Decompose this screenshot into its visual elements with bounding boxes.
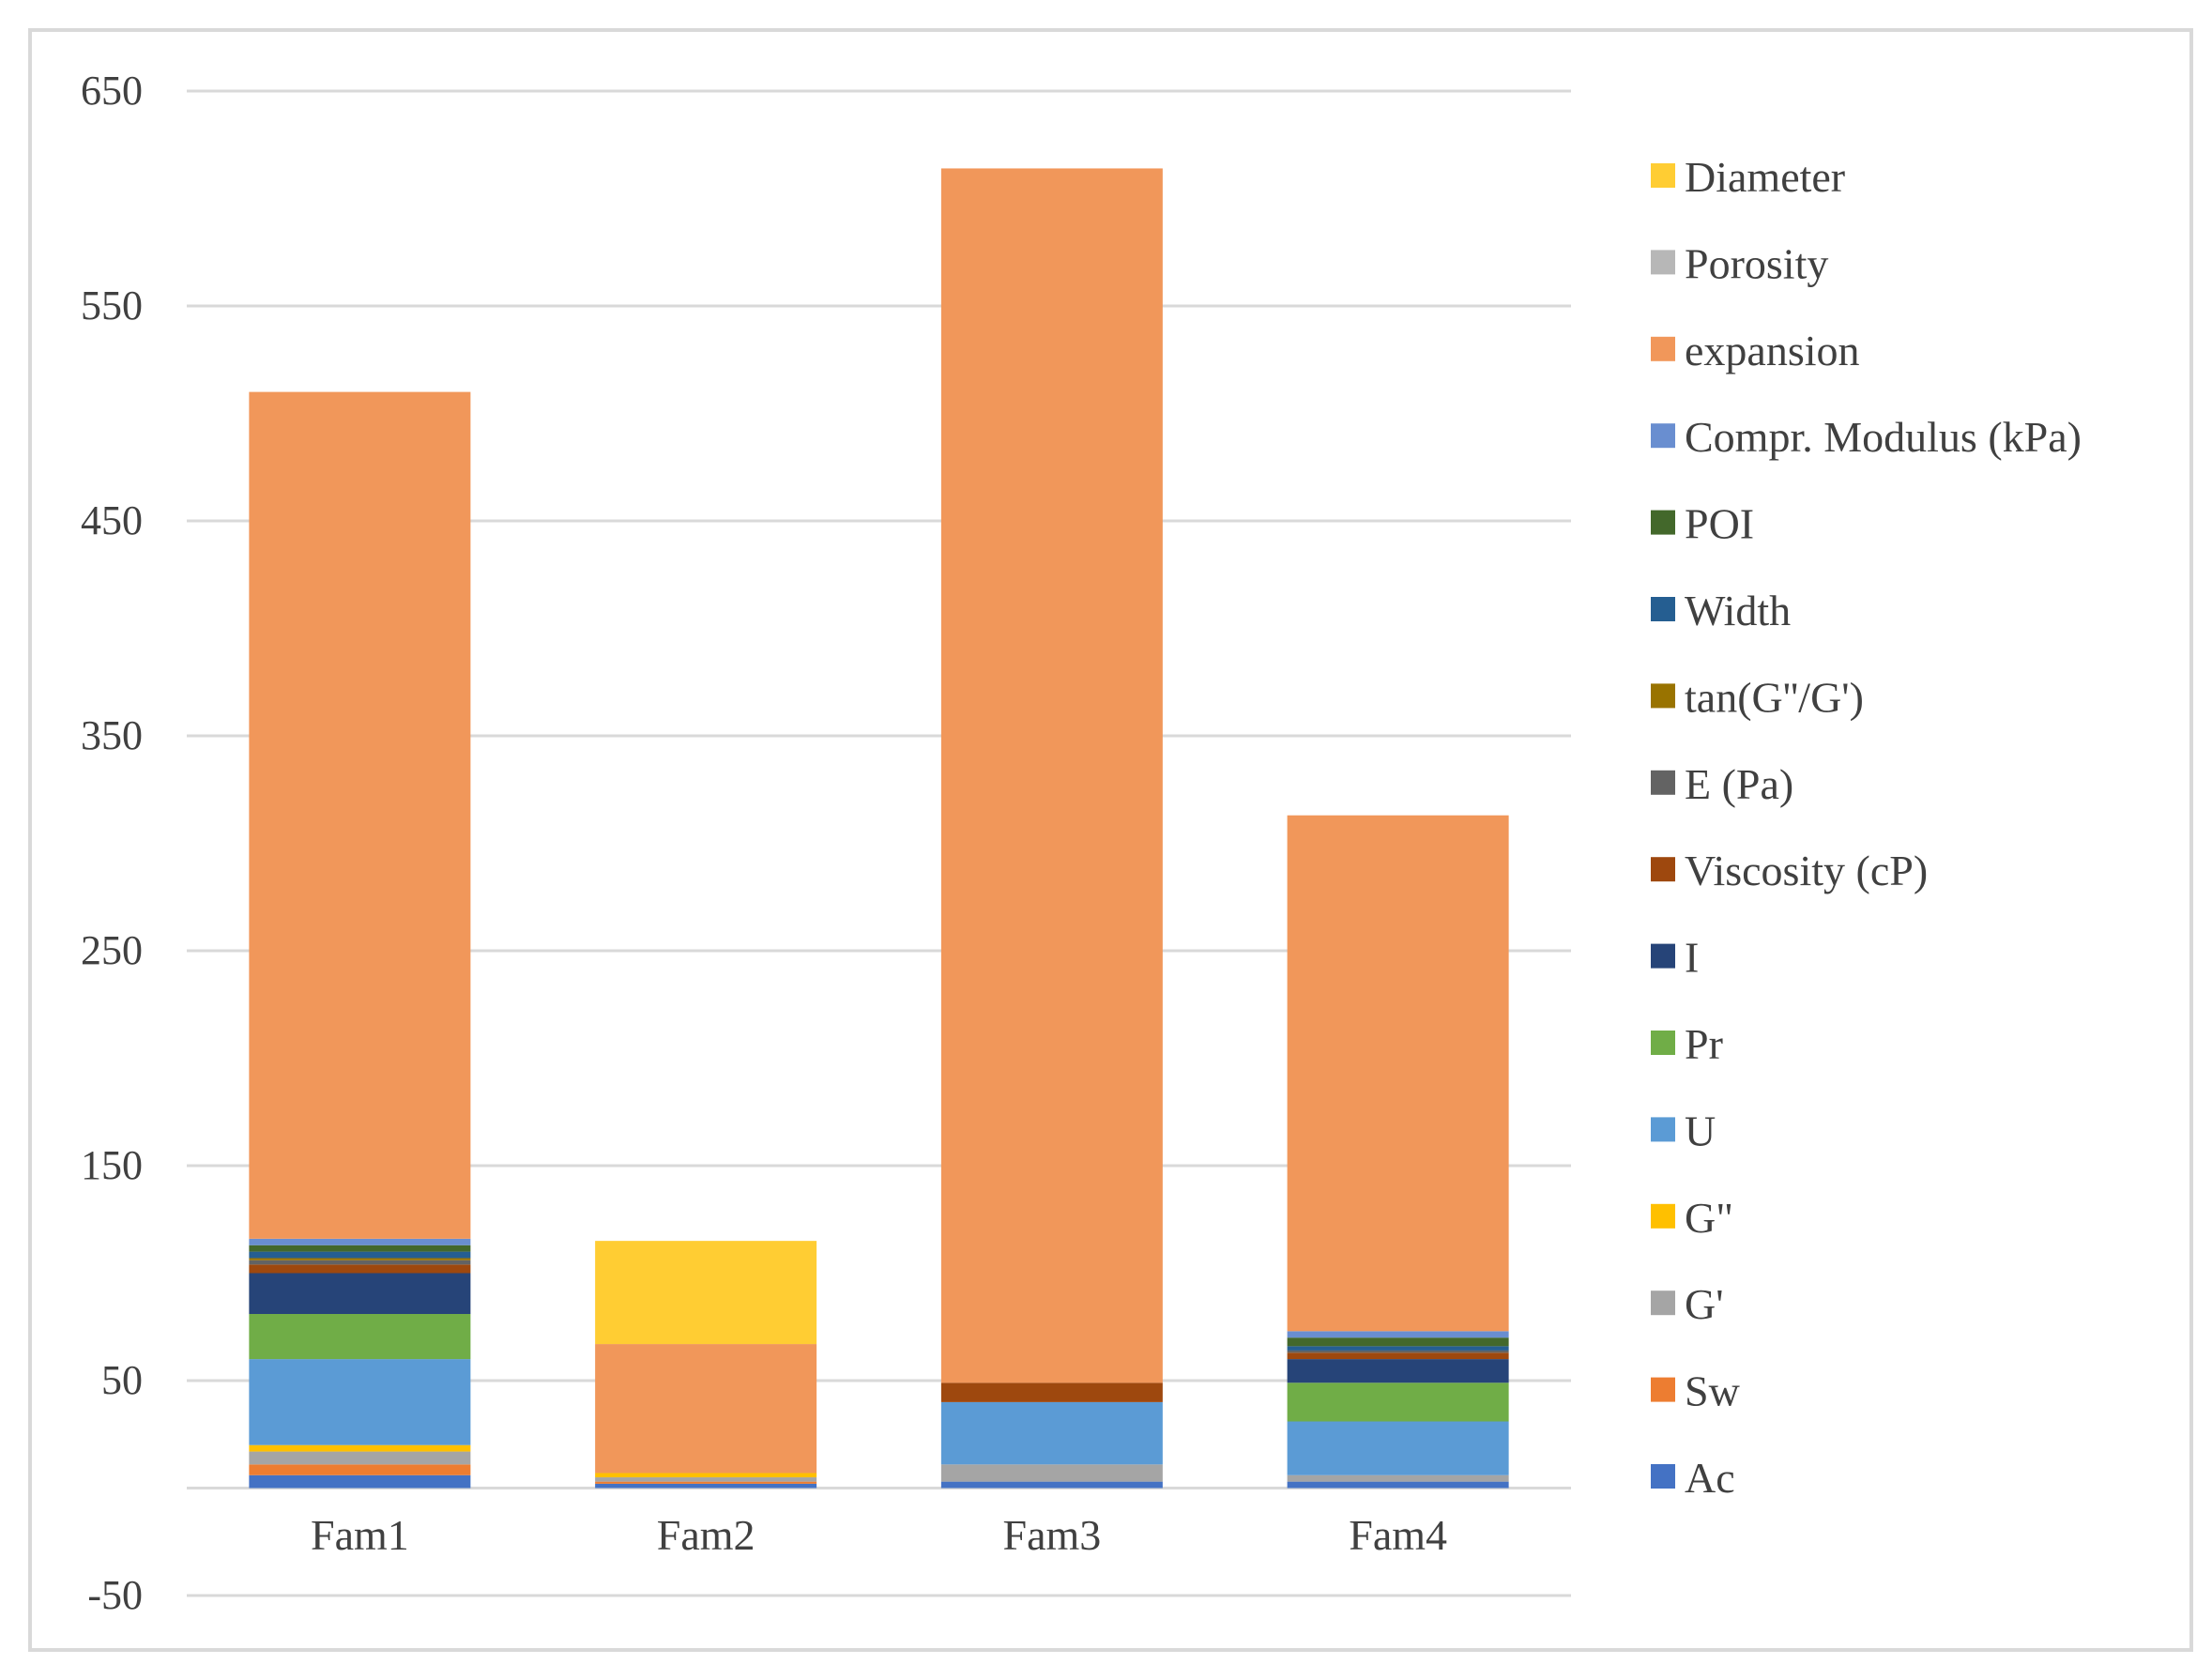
- bar-segment-fam1-1: [249, 1464, 471, 1475]
- legend-label: Viscosity (cP): [1685, 847, 1928, 894]
- y-tick-label: 450: [81, 497, 143, 543]
- legend-swatch: [1651, 857, 1675, 882]
- legend-swatch: [1651, 423, 1675, 449]
- bar-segment-fam1-2: [249, 1451, 471, 1465]
- bar-segment-fam2-3: [595, 1473, 817, 1478]
- x-axis-tick-labels: Fam1 Fam2 Fam3 Fam4: [311, 1511, 1447, 1559]
- bar-segment-fam3-0: [940, 1481, 1163, 1489]
- legend-swatch: [1651, 683, 1675, 709]
- legend-label: POI: [1685, 500, 1754, 548]
- x-tick-label: Fam2: [657, 1511, 755, 1559]
- y-tick-label: 50: [101, 1357, 143, 1403]
- legend-label: Ac: [1685, 1454, 1735, 1502]
- bar-segment-fam3-4: [940, 1401, 1163, 1465]
- bar-segment-fam1-11: [249, 1245, 471, 1252]
- legend-swatch: [1651, 943, 1675, 969]
- x-tick-label: Fam3: [1002, 1511, 1101, 1559]
- legend-swatch: [1651, 1031, 1675, 1055]
- legend-swatch: [1651, 1377, 1675, 1402]
- legend-swatch: [1651, 250, 1675, 275]
- bar-segment-fam1-7: [249, 1264, 471, 1274]
- bar-segment-fam2-13: [595, 1344, 817, 1474]
- legend-label: E (Pa): [1685, 760, 1793, 808]
- legend-label: expansion: [1685, 327, 1860, 374]
- bar-segment-fam1-13: [249, 391, 471, 1239]
- bar-segment-fam4-2: [1287, 1474, 1509, 1482]
- bar-segment-fam4-12: [1287, 1331, 1509, 1338]
- y-tick-label: 550: [81, 283, 143, 328]
- legend-label: Compr. Modulus (kPa): [1685, 413, 2082, 461]
- x-tick-label: Fam1: [311, 1511, 409, 1559]
- y-tick-label: -50: [87, 1572, 143, 1618]
- stacked-bar-chart: 650 550 450 350 250 150 50 -50 Fam1 Fam2 Fam3 Fam4…: [81, 68, 2082, 1618]
- bar-segment-fam1-8: [249, 1260, 471, 1265]
- legend-label: Diameter: [1685, 153, 1845, 201]
- bar-segment-fam3-13: [940, 168, 1163, 1383]
- legend-swatch: [1651, 336, 1675, 361]
- legend-label: Sw: [1685, 1367, 1741, 1415]
- legend-label: tan(G''/G'): [1685, 673, 1864, 721]
- legend-swatch: [1651, 597, 1675, 621]
- bar-segment-fam1-0: [249, 1474, 471, 1489]
- bar-segment-fam4-13: [1287, 815, 1509, 1332]
- y-tick-label: 650: [81, 68, 143, 114]
- bars: [249, 168, 1509, 1489]
- bar-segment-fam1-9: [249, 1258, 471, 1260]
- bar-segment-fam4-4: [1287, 1421, 1509, 1475]
- bar-segment-fam2-15: [595, 1241, 817, 1345]
- legend-label: G': [1685, 1280, 1724, 1328]
- y-axis-tick-labels: 650 550 450 350 250 150 50 -50: [81, 68, 143, 1618]
- bar-segment-fam2-2: [595, 1477, 817, 1482]
- bar-segment-fam4-10: [1287, 1346, 1509, 1351]
- bar-segment-fam4-6: [1287, 1359, 1509, 1383]
- legend-label: U: [1685, 1107, 1716, 1154]
- legend-swatch: [1651, 1117, 1675, 1142]
- bar-segment-fam1-5: [249, 1314, 471, 1360]
- bar-segment-fam1-6: [249, 1273, 471, 1315]
- chart-frame: 650 550 450 350 250 150 50 -50 Fam1 Fam2 Fam3 Fam4…: [28, 28, 2193, 1652]
- bar-segment-fam4-7: [1287, 1352, 1509, 1360]
- legend-swatch: [1651, 510, 1675, 535]
- legend: Diameter Porosity expansion Compr. Modulus …: [1651, 153, 2082, 1502]
- legend-swatch: [1651, 163, 1675, 188]
- bar-segment-fam4-11: [1287, 1337, 1509, 1347]
- legend-swatch: [1651, 1291, 1675, 1316]
- bar-segment-fam1-3: [249, 1444, 471, 1452]
- bar-segment-fam1-10: [249, 1251, 471, 1259]
- y-tick-label: 250: [81, 927, 143, 973]
- legend-swatch: [1651, 1203, 1675, 1229]
- bar-segment-fam2-0: [595, 1483, 817, 1489]
- x-tick-label: Fam4: [1349, 1511, 1447, 1559]
- bar-segment-fam1-4: [249, 1359, 471, 1445]
- legend-label: Porosity: [1685, 239, 1828, 287]
- y-tick-label: 150: [81, 1142, 143, 1188]
- legend-label: I: [1685, 934, 1699, 982]
- bar-segment-fam4-0: [1287, 1481, 1509, 1489]
- legend-swatch: [1651, 1464, 1675, 1489]
- bar-segment-fam1-12: [249, 1238, 471, 1245]
- bar-segment-fam4-5: [1287, 1382, 1509, 1422]
- y-tick-label: 350: [81, 712, 143, 758]
- legend-label: G": [1685, 1194, 1733, 1242]
- bar-segment-fam2-1: [595, 1481, 817, 1484]
- bar-segment-fam3-2: [940, 1464, 1163, 1482]
- legend-label: Pr: [1685, 1020, 1723, 1068]
- legend-swatch: [1651, 770, 1675, 795]
- bar-segment-fam4-8: [1287, 1350, 1509, 1353]
- bar-segment-fam3-7: [940, 1382, 1163, 1402]
- legend-label: Width: [1685, 587, 1791, 634]
